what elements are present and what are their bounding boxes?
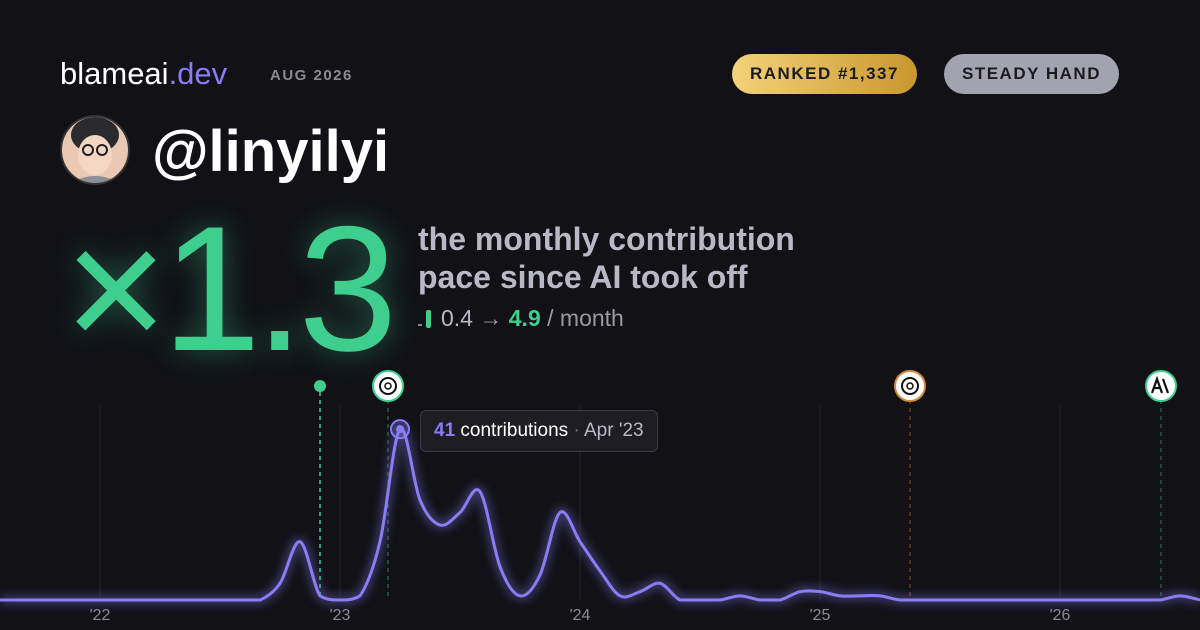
handle: @linyilyi xyxy=(152,119,390,184)
brand-tld: .dev xyxy=(168,56,228,91)
event-dot xyxy=(314,380,326,392)
multiplier: ×1.3 xyxy=(64,189,397,388)
pace-before: 0.4 xyxy=(441,305,473,331)
x-tick-label: '22 xyxy=(90,607,111,624)
tooltip-text: contributions xyxy=(460,420,569,441)
date: AUG 2026 xyxy=(270,67,353,84)
x-tick-label: '23 xyxy=(330,607,351,624)
brand-name: blameai xyxy=(60,56,169,91)
anthropic-icon xyxy=(1145,370,1177,402)
line xyxy=(0,427,1200,602)
peak-dot xyxy=(396,425,404,434)
openai-icon xyxy=(894,370,926,402)
pace: 0.4 → 4.9 / month xyxy=(418,305,624,332)
title-badge: STEADY HAND xyxy=(944,54,1119,94)
tooltip-date: Apr '23 xyxy=(584,420,644,441)
caption: the monthly contribution pace since AI to… xyxy=(418,220,795,296)
caption-line: the monthly contribution xyxy=(418,221,795,257)
pace-unit: / month xyxy=(547,305,624,331)
x-tick-label: '25 xyxy=(810,607,831,624)
brand: blameai.dev xyxy=(60,56,227,92)
caption-line: pace since AI took off xyxy=(418,259,748,295)
openai-icon xyxy=(372,370,404,402)
tooltip-value: 41 xyxy=(434,420,456,441)
x-tick-label: '24 xyxy=(570,607,591,624)
pace-after: 4.9 xyxy=(508,305,541,331)
rank-badge: RANKED #1,337 xyxy=(732,54,917,94)
x-tick-label: '26 xyxy=(1050,607,1071,624)
tooltip: 41 contributions · Apr '23 xyxy=(420,410,658,452)
line-glow xyxy=(0,425,1200,604)
arrow: → xyxy=(479,305,503,331)
